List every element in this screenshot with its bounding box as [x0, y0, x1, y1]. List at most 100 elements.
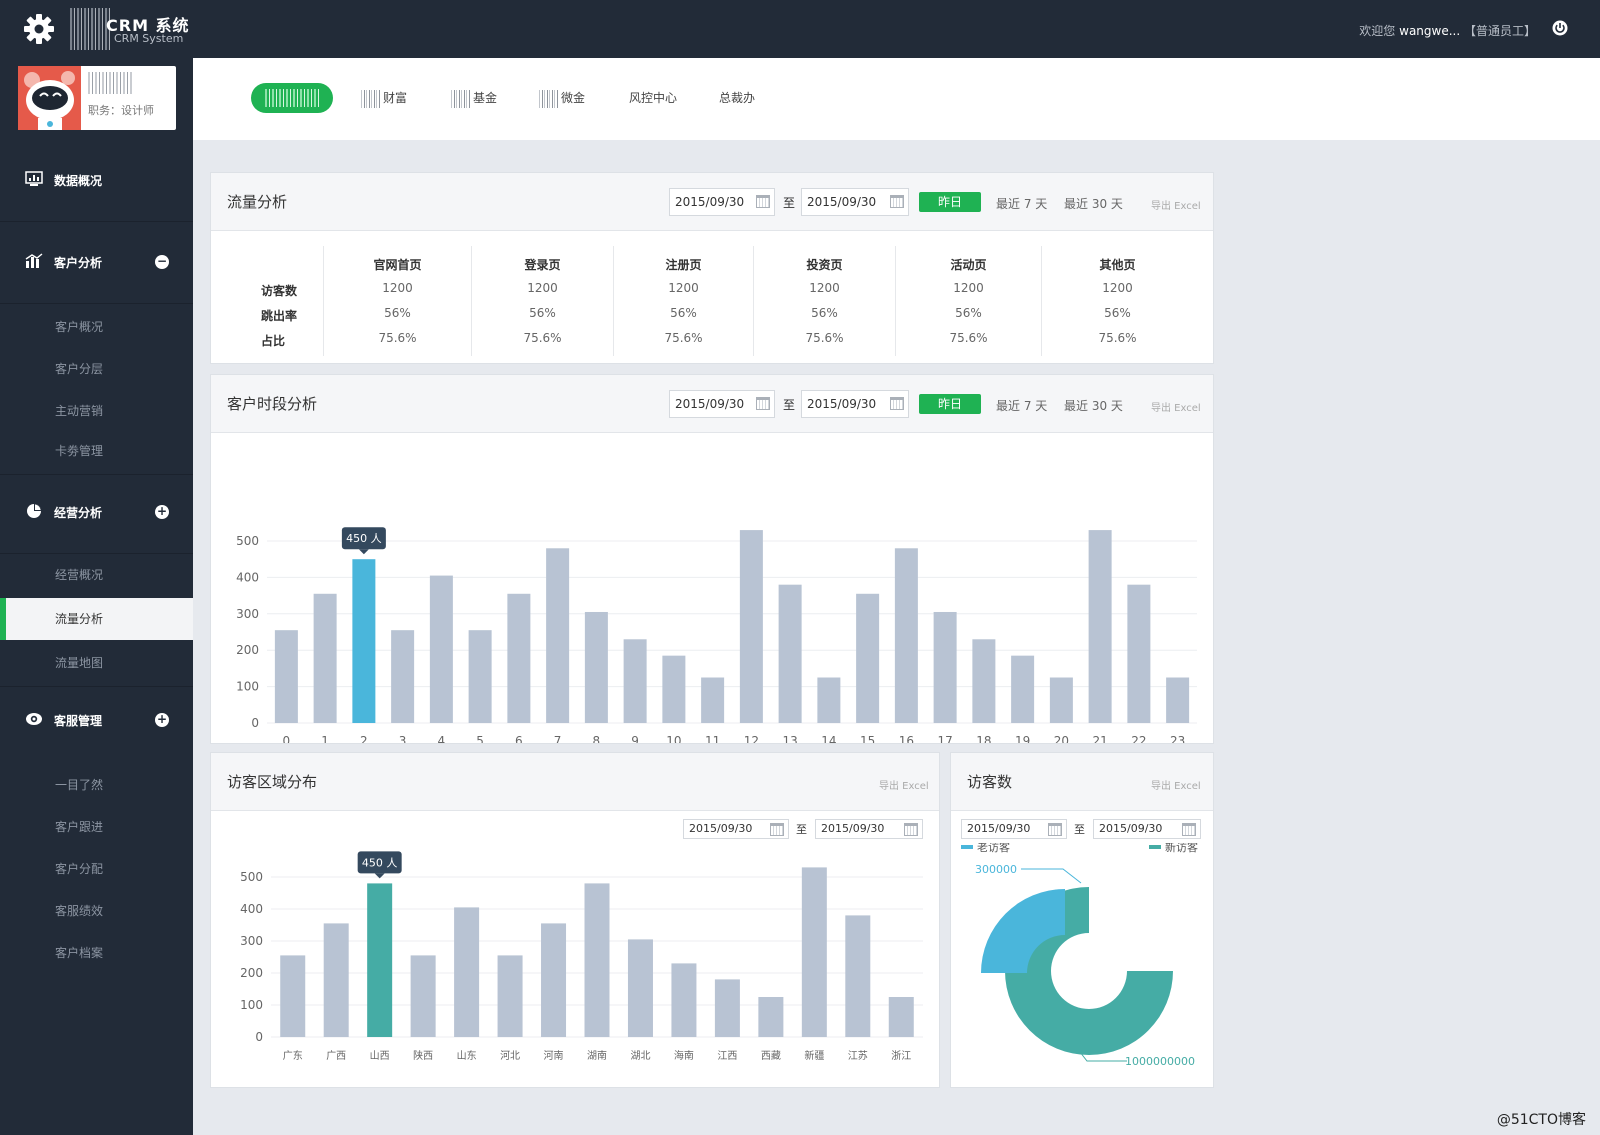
date-from-input[interactable]: 2015/09/30 — [669, 188, 775, 216]
sidebar-item-customer-followup[interactable]: 客户跟进 — [55, 820, 104, 834]
last-30-days-link[interactable]: 最近 30 天 — [1064, 197, 1123, 211]
power-icon[interactable] — [1552, 20, 1568, 36]
gear-icon[interactable] — [22, 12, 56, 46]
x-tick-label: 海南 — [674, 1049, 694, 1062]
user-profile-card[interactable]: 职务：设计师 — [18, 66, 176, 130]
x-tick-label: 19 — [1015, 734, 1030, 743]
date-to-input[interactable]: 2015/09/30 — [801, 390, 909, 418]
sidebar-item-traffic-map[interactable]: 流量地图 — [55, 656, 104, 670]
calendar-icon[interactable] — [1048, 823, 1062, 836]
tab-micro-finance[interactable]: 微金 — [539, 89, 585, 108]
calendar-icon[interactable] — [890, 397, 904, 410]
donut-slice-old-visitors — [981, 889, 1065, 973]
collapse-toggle[interactable]: − — [155, 254, 169, 269]
tab-fund[interactable]: 基金 — [451, 89, 497, 108]
sidebar-item-business-overview[interactable]: 经营概况 — [55, 568, 104, 582]
x-tick-label: 广东 — [283, 1049, 303, 1062]
column-header: 登录页 — [524, 258, 561, 272]
sidebar-item-service-performance[interactable]: 客服绩效 — [55, 904, 104, 918]
date-from-input[interactable]: 2015/09/30 — [669, 390, 775, 418]
bar — [584, 611, 608, 723]
calendar-icon[interactable] — [890, 195, 904, 208]
sidebar-item-customer-assignment[interactable]: 客户分配 — [55, 862, 104, 876]
leader-line — [1021, 868, 1082, 884]
sidebar-item-at-a-glance[interactable]: 一目了然 — [55, 778, 104, 792]
tab-ceo-office[interactable]: 总裁办 — [719, 91, 756, 105]
row-label-visitors: 访客数 — [261, 284, 298, 298]
bar — [313, 593, 337, 723]
bar — [546, 548, 570, 723]
bar — [497, 955, 523, 1037]
date-from-input[interactable]: 2015/09/30 — [683, 819, 789, 839]
bar — [1166, 677, 1190, 723]
calendar-icon[interactable] — [1182, 823, 1196, 836]
export-excel-link[interactable]: 导出 Excel — [1151, 201, 1201, 212]
date-to-input[interactable]: 2015/09/30 — [801, 188, 909, 216]
x-tick-label: 广西 — [326, 1050, 346, 1062]
nav-group-business-analysis[interactable]: 经营分析 + — [0, 470, 193, 554]
panel-header: 访客数 导出 Excel — [951, 753, 1213, 811]
column-header: 投资页 — [806, 258, 843, 272]
expand-toggle[interactable]: + — [155, 504, 169, 519]
cell-bounce: 56% — [670, 306, 697, 320]
y-tick-label: 300 — [236, 607, 259, 621]
yesterday-button[interactable]: 昨日 — [919, 394, 981, 414]
last-7-days-link[interactable]: 最近 7 天 — [996, 197, 1048, 211]
nav-group-overview[interactable]: 数据概况 — [0, 138, 193, 222]
leader-line — [1072, 1042, 1127, 1062]
date-from-input[interactable]: 2015/09/30 — [961, 819, 1067, 839]
sidebar: 职务：设计师 数据概况 客户分析 − 客户概况 客户分层 主动营销 卡劵管理 经… — [0, 58, 193, 1135]
last-30-days-link[interactable]: 最近 30 天 — [1064, 399, 1123, 413]
date-to-input[interactable]: 2015/09/30 — [815, 819, 923, 839]
x-tick-label: 4 — [438, 734, 446, 743]
bar — [894, 548, 918, 723]
bar — [714, 979, 740, 1037]
sidebar-item-coupon-management[interactable]: 卡劵管理 — [55, 444, 104, 458]
bar — [888, 997, 914, 1037]
bar — [817, 677, 841, 723]
bar — [845, 915, 871, 1037]
tooltip: 450 人 — [357, 851, 402, 879]
export-excel-link[interactable]: 导出 Excel — [1151, 403, 1201, 414]
calendar-icon[interactable] — [756, 195, 770, 208]
x-tick-label: 浙江 — [891, 1050, 911, 1062]
date-separator: 至 — [796, 823, 807, 836]
tab-wealth[interactable]: 财富 — [361, 89, 407, 108]
y-tick-label: 200 — [240, 966, 263, 980]
tooltip-pointer — [358, 549, 369, 555]
sidebar-item-customer-records[interactable]: 客户档案 — [55, 946, 104, 960]
bar — [739, 530, 763, 723]
y-tick-label: 300 — [240, 934, 263, 948]
calendar-icon[interactable] — [904, 823, 918, 836]
sidebar-item-customer-segments[interactable]: 客户分层 — [55, 362, 104, 376]
y-tick-label: 200 — [236, 643, 259, 657]
x-tick-label: 12 — [744, 734, 759, 743]
cell-share: 75.6% — [949, 331, 988, 345]
sidebar-item-active-marketing[interactable]: 主动营销 — [55, 404, 104, 418]
x-tick-label: 21 — [1092, 734, 1107, 743]
username[interactable]: wangwe... — [1399, 24, 1461, 38]
bar — [1088, 530, 1112, 723]
calendar-icon[interactable] — [770, 823, 784, 836]
sidebar-item-customer-overview[interactable]: 客户概况 — [55, 320, 104, 334]
date-to-input[interactable]: 2015/09/30 — [1093, 819, 1201, 839]
x-tick-label: 8 — [593, 734, 601, 743]
panel-header: 客户时段分析 2015/09/30 至 2015/09/30 昨日 最近 7 天… — [211, 375, 1213, 433]
nav-divider — [0, 474, 193, 475]
tab-active[interactable] — [251, 83, 333, 113]
table-column: 活动页 1200 56% 75.6% — [895, 246, 1041, 356]
sidebar-item-traffic-analysis[interactable]: 流量分析 — [0, 598, 193, 640]
nav-group-customer-analysis[interactable]: 客户分析 − — [0, 220, 193, 304]
time-analysis-panel: 客户时段分析 2015/09/30 至 2015/09/30 昨日 最近 7 天… — [210, 374, 1214, 744]
yesterday-button[interactable]: 昨日 — [919, 192, 981, 212]
last-7-days-link[interactable]: 最近 7 天 — [996, 399, 1048, 413]
top-tabs: 财富 基金 微金 风控中心 总裁办 — [193, 58, 1600, 140]
calendar-icon[interactable] — [756, 397, 770, 410]
nav-group-label: 经营分析 — [54, 506, 103, 520]
export-excel-link[interactable]: 导出 Excel — [879, 781, 929, 792]
export-excel-link[interactable]: 导出 Excel — [1151, 781, 1201, 792]
tab-risk-center[interactable]: 风控中心 — [629, 91, 678, 105]
expand-toggle[interactable]: + — [155, 712, 169, 727]
cell-visitors: 1200 — [527, 281, 558, 295]
nav-group-customer-service[interactable]: 客服管理 + — [0, 678, 193, 762]
